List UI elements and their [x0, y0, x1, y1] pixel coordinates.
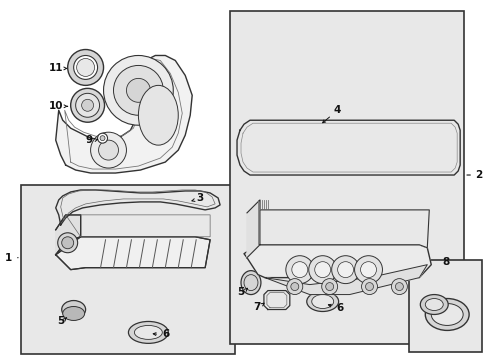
Circle shape: [291, 262, 307, 278]
Circle shape: [308, 256, 336, 284]
Circle shape: [337, 262, 353, 278]
Ellipse shape: [61, 301, 85, 319]
Text: 5: 5: [57, 316, 64, 327]
Circle shape: [74, 55, 98, 80]
Polygon shape: [260, 210, 428, 248]
Circle shape: [361, 279, 377, 294]
Bar: [21, 185, 235, 354]
Circle shape: [286, 279, 302, 294]
Circle shape: [98, 133, 107, 143]
Ellipse shape: [430, 303, 462, 325]
Ellipse shape: [62, 306, 84, 320]
Circle shape: [71, 88, 104, 122]
Text: 2: 2: [474, 170, 482, 180]
Circle shape: [285, 256, 313, 284]
Circle shape: [99, 140, 118, 160]
Ellipse shape: [311, 294, 333, 309]
Circle shape: [77, 58, 94, 76]
Text: 1: 1: [5, 253, 13, 263]
Polygon shape: [56, 55, 192, 173]
Ellipse shape: [138, 85, 178, 145]
Text: 7: 7: [253, 302, 260, 311]
Circle shape: [76, 93, 100, 117]
Text: 5: 5: [237, 287, 244, 297]
Text: 11: 11: [48, 63, 63, 73]
Circle shape: [90, 132, 126, 168]
Circle shape: [81, 99, 93, 111]
Circle shape: [325, 283, 333, 291]
Polygon shape: [244, 245, 430, 278]
Circle shape: [314, 262, 330, 278]
Text: 6: 6: [335, 302, 343, 312]
Ellipse shape: [306, 292, 338, 311]
Circle shape: [100, 136, 105, 141]
Circle shape: [365, 283, 373, 291]
Circle shape: [67, 50, 103, 85]
Text: 3: 3: [196, 193, 203, 203]
Circle shape: [331, 256, 359, 284]
Ellipse shape: [420, 294, 447, 315]
Polygon shape: [56, 237, 210, 270]
Circle shape: [126, 78, 150, 102]
Text: 6: 6: [163, 329, 170, 339]
Circle shape: [354, 256, 382, 284]
Ellipse shape: [425, 298, 468, 330]
Circle shape: [321, 279, 337, 294]
Circle shape: [113, 66, 163, 115]
Bar: [408, 260, 481, 352]
Circle shape: [290, 283, 298, 291]
Ellipse shape: [134, 325, 162, 339]
Circle shape: [390, 279, 407, 294]
Circle shape: [58, 233, 78, 253]
Text: 9: 9: [85, 135, 92, 145]
Bar: [229, 11, 463, 345]
Circle shape: [395, 283, 403, 291]
Polygon shape: [246, 200, 260, 258]
Circle shape: [360, 262, 376, 278]
Text: 8: 8: [442, 257, 449, 267]
Ellipse shape: [425, 298, 442, 310]
Text: 10: 10: [48, 101, 63, 111]
Ellipse shape: [241, 271, 261, 294]
Ellipse shape: [128, 321, 168, 343]
Circle shape: [61, 237, 74, 249]
Circle shape: [103, 55, 173, 125]
Text: 4: 4: [333, 105, 341, 115]
Polygon shape: [264, 265, 427, 294]
Polygon shape: [56, 215, 81, 255]
